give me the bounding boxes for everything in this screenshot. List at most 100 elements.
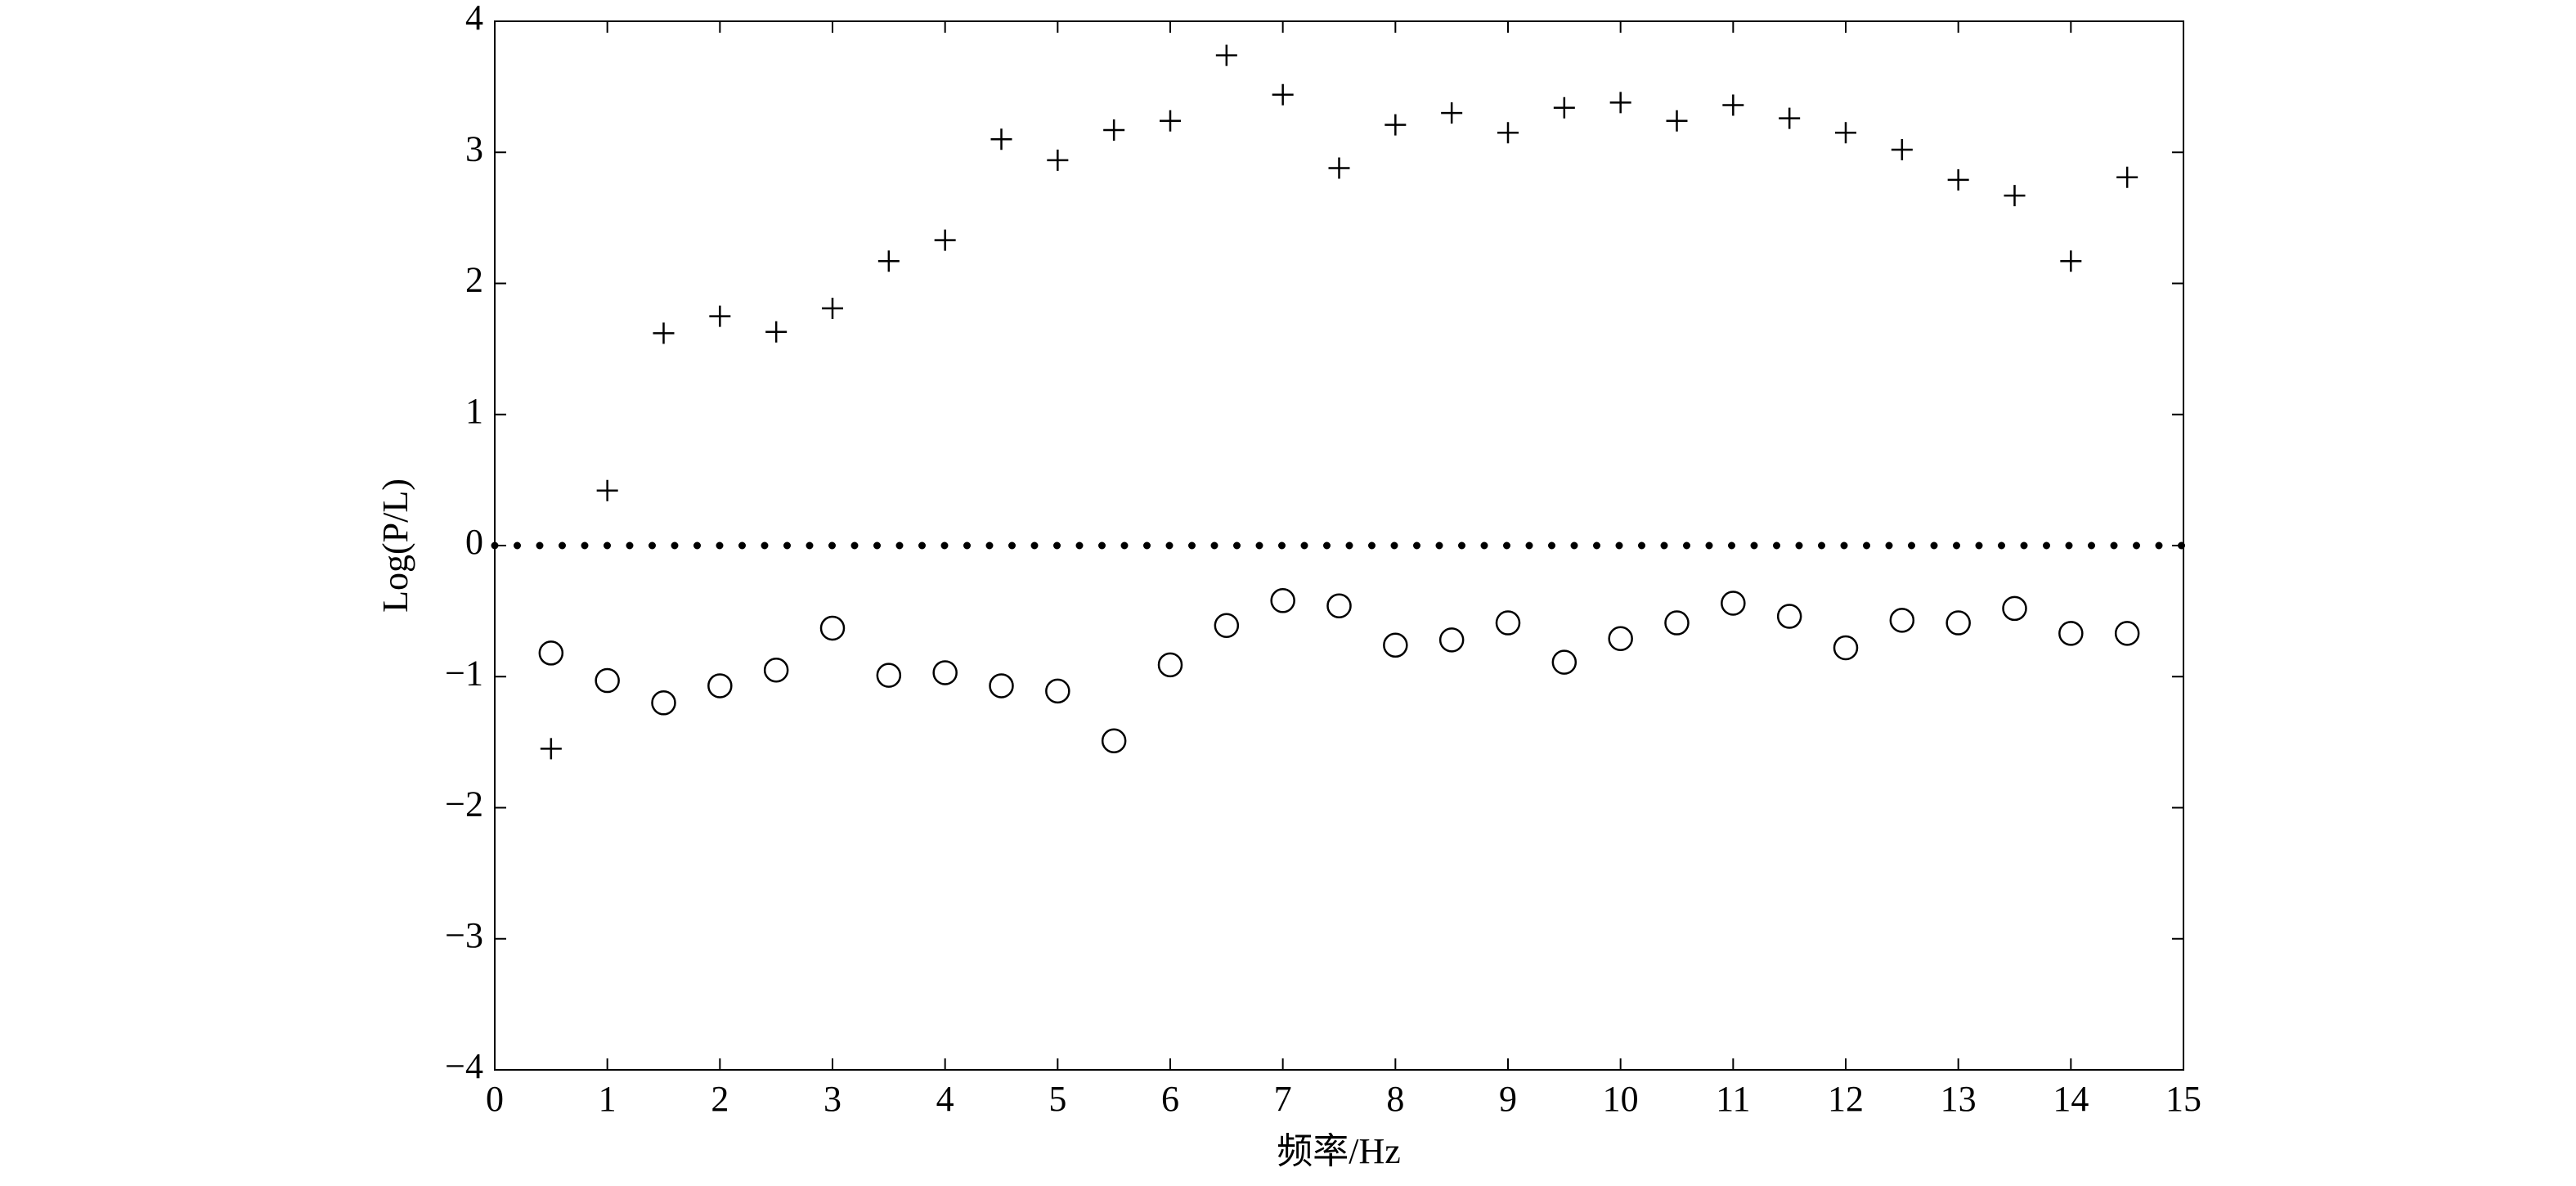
circle-point (1045, 678, 1070, 704)
circle-point (707, 673, 733, 699)
y-tick-label: 1 (465, 391, 483, 431)
y-tick-label: −1 (445, 653, 483, 693)
plus-point (1160, 110, 1181, 132)
plus-glyph (990, 128, 1012, 150)
plus-point (1215, 44, 1237, 66)
circle-point (651, 690, 676, 716)
plus-glyph (1497, 122, 1519, 144)
plus-point (934, 229, 956, 251)
plus-point (2116, 166, 2138, 188)
plus-point (1272, 83, 1294, 106)
plus-glyph (1722, 94, 1744, 116)
plus-point (1835, 122, 1856, 144)
circle-point (1889, 608, 1915, 633)
y-tick-label: 2 (465, 260, 483, 300)
y-tick-label: −2 (445, 784, 483, 824)
plus-glyph (1215, 44, 1237, 66)
circle-point (1551, 649, 1577, 675)
circle-point (1101, 728, 1127, 754)
x-tick-label: 4 (936, 1079, 954, 1119)
x-tick-label: 14 (2053, 1079, 2089, 1119)
circle-point (819, 615, 846, 641)
plus-glyph (2060, 250, 2082, 272)
plus-point (1441, 102, 1463, 124)
circle-point (1945, 610, 1971, 636)
plus-glyph (1666, 110, 1688, 132)
plus-glyph (877, 250, 900, 272)
plus-point (653, 322, 675, 344)
x-tick-label: 5 (1048, 1079, 1066, 1119)
plus-point (1103, 119, 1125, 142)
x-tick-label: 11 (1716, 1079, 1750, 1119)
x-tick-label: 2 (711, 1079, 729, 1119)
circle-point (1383, 632, 1408, 658)
plus-glyph (2116, 166, 2138, 188)
circle-point (1833, 635, 1859, 661)
plus-point (540, 738, 562, 760)
plus-point (1328, 157, 1350, 179)
y-tick-label: 3 (465, 128, 483, 168)
plus-glyph (1891, 139, 1913, 161)
plus-glyph (1047, 149, 1069, 171)
plus-glyph (934, 229, 956, 251)
x-tick-label: 7 (1274, 1079, 1292, 1119)
y-tick-label: 4 (465, 0, 483, 38)
circle-point (1776, 604, 1802, 629)
x-tick-label: 12 (1828, 1079, 1864, 1119)
plus-point (1609, 92, 1631, 114)
x-tick-label: 13 (1941, 1079, 1977, 1119)
plus-glyph (1441, 102, 1463, 124)
plus-point (1947, 168, 1969, 191)
plus-point (990, 128, 1012, 150)
circle-point (989, 673, 1014, 699)
plus-point (877, 250, 900, 272)
plus-point (2004, 185, 2026, 207)
circle-point (2002, 595, 2027, 622)
plus-point (1779, 107, 1801, 129)
circle-point (2058, 621, 2084, 646)
circle-point (538, 640, 564, 666)
x-tick-label: 1 (599, 1079, 617, 1119)
plus-point (709, 305, 731, 327)
x-tick-label: 15 (2165, 1079, 2201, 1119)
circle-point (2114, 621, 2140, 646)
plus-glyph (596, 479, 618, 501)
plus-glyph (653, 322, 675, 344)
circle-point (1495, 610, 1521, 636)
plus-glyph (765, 321, 788, 343)
y-tick-label: −3 (445, 915, 483, 955)
circle-point (1326, 593, 1352, 618)
plus-glyph (1328, 157, 1350, 179)
circle-point (1270, 588, 1295, 613)
plus-point (1891, 139, 1913, 161)
x-axis-label: 频率/Hz (1277, 1131, 1401, 1171)
plus-glyph (540, 738, 562, 760)
plus-glyph (1835, 122, 1856, 144)
circle-point (763, 657, 789, 683)
x-tick-label: 9 (1499, 1079, 1517, 1119)
y-tick-label: 0 (465, 522, 483, 562)
circle-point (1157, 652, 1183, 678)
plus-point (596, 479, 618, 501)
plus-glyph (1779, 107, 1801, 129)
plus-glyph (1947, 168, 1969, 191)
plus-glyph (1384, 114, 1407, 136)
x-tick-label: 3 (824, 1079, 841, 1119)
circle-point (1214, 613, 1240, 639)
plus-glyph (2004, 185, 2026, 207)
plus-glyph (709, 305, 731, 327)
plus-glyph (1160, 110, 1181, 132)
plus-glyph (1272, 83, 1294, 106)
circle-point (1721, 591, 1746, 616)
circle-point (1608, 626, 1633, 652)
plus-glyph (822, 297, 843, 319)
plus-point (1553, 97, 1575, 119)
plus-point (1722, 94, 1744, 116)
plus-point (822, 297, 843, 319)
circle-point (595, 667, 620, 694)
circle-point (1664, 610, 1690, 636)
plus-glyph (1609, 92, 1631, 114)
plus-glyph (1553, 97, 1575, 119)
circle-point (876, 663, 902, 688)
